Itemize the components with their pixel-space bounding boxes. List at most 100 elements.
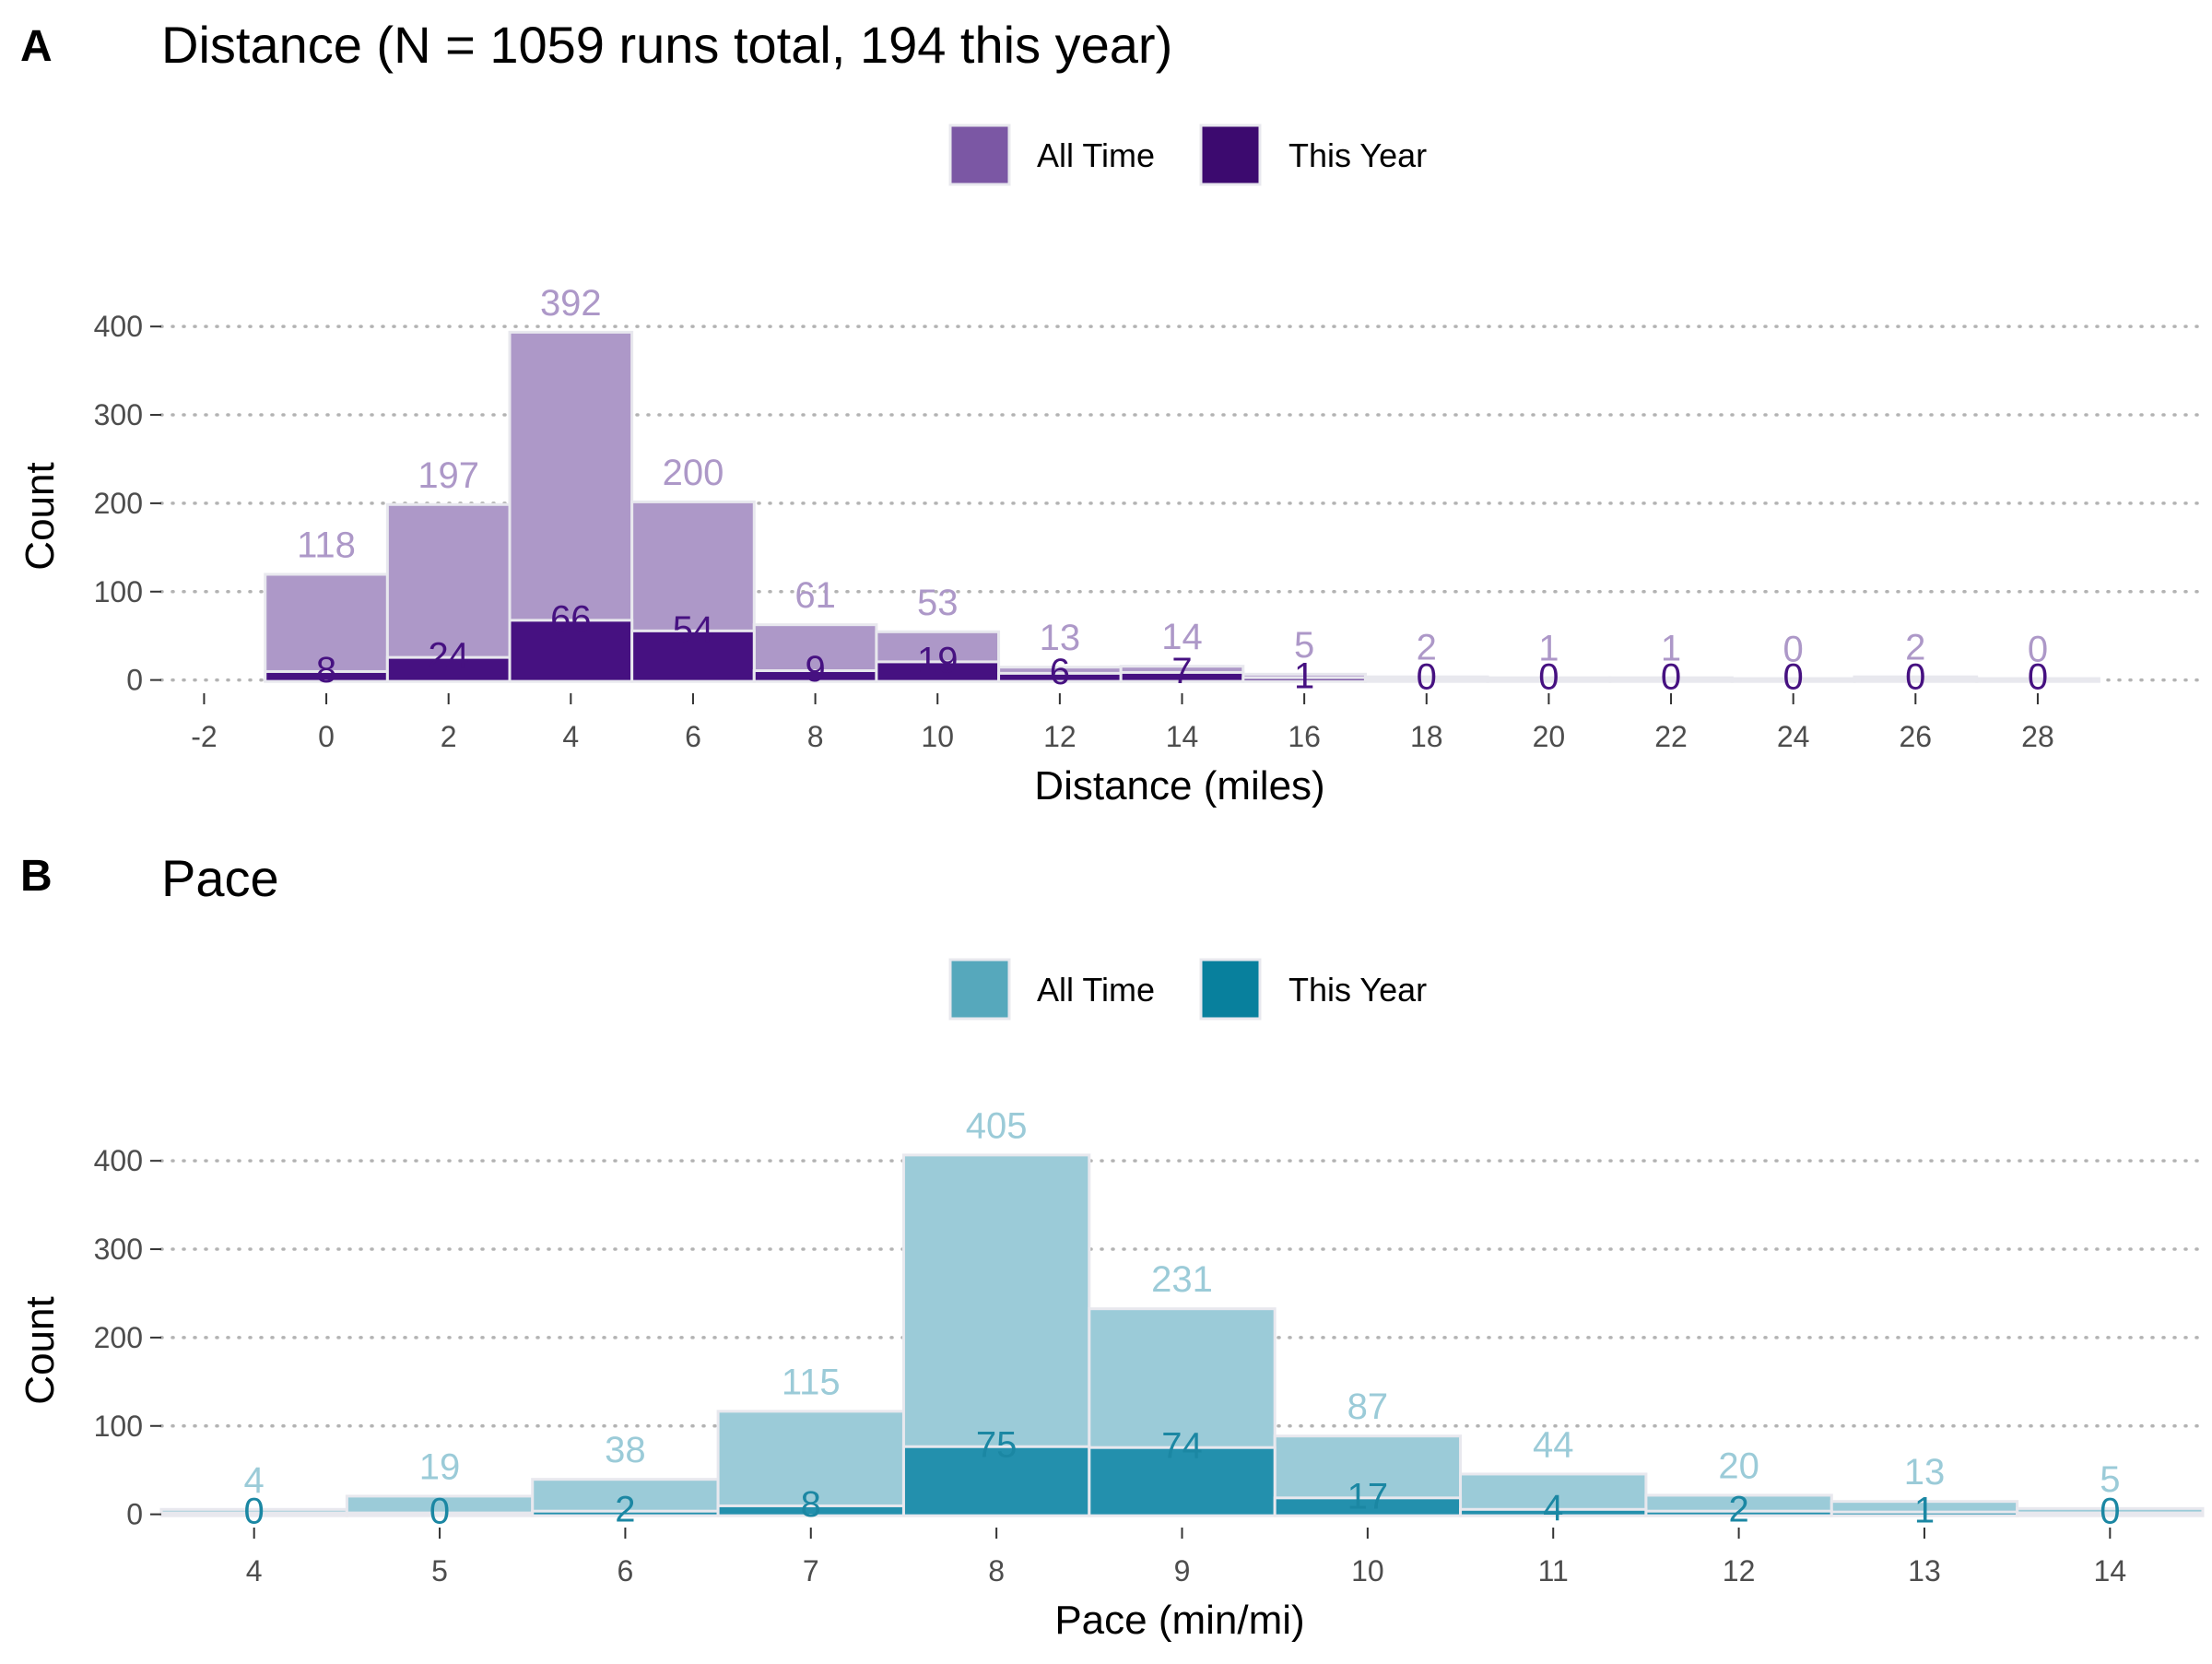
distance-this-year-value-label: 19 <box>917 640 959 680</box>
distance-this-year-bar <box>508 619 634 683</box>
distance-all-time-value-label: 61 <box>794 575 836 616</box>
pace-all-time-value-label: 405 <box>966 1105 1028 1146</box>
distance-all-time-value-label: 53 <box>917 583 959 623</box>
x-tick-label: 24 <box>1777 720 1810 753</box>
y-tick-label: 100 <box>94 575 143 608</box>
distance-this-year-bar <box>630 629 756 683</box>
pace-this-year-value-label: 4 <box>1543 1488 1563 1528</box>
legend-swatch-this-year <box>1199 958 1262 1021</box>
pace-this-year-bars <box>159 1445 2205 1517</box>
distance-this-year-bar <box>875 660 1001 683</box>
x-tick-label: 10 <box>1351 1554 1384 1587</box>
y-tick-label: 200 <box>94 1321 143 1354</box>
distance-all-time-value-label: 118 <box>297 525 356 566</box>
pace-all-time-value-label: 5 <box>2100 1459 2120 1500</box>
pace-this-year-value-label: 1 <box>1914 1491 1935 1531</box>
distance-panel-title: Distance (N = 1059 runs total, 194 this … <box>161 16 1172 74</box>
y-tick-label: 200 <box>94 487 143 520</box>
distance-all-time-value-label: 1 <box>1538 629 1559 669</box>
pace-this-year-bar <box>2016 1511 2205 1517</box>
distance-this-year-value-label: 7 <box>1171 651 1192 691</box>
pace-this-year-bar <box>1088 1446 1277 1517</box>
distance-legend: All Time This Year <box>948 124 1427 186</box>
distance-this-year-value-label: 6 <box>1050 652 1070 692</box>
panel-b-letter: B <box>20 852 53 901</box>
distance-all-time-value-label: 392 <box>540 283 602 324</box>
legend-label-all-time: All Time <box>1037 971 1155 1009</box>
x-tick-label: 8 <box>807 720 824 753</box>
pace-x-axis-title: Pace (min/mi) <box>1054 1598 1304 1643</box>
distance-all-time-value-label: 0 <box>1783 630 1804 670</box>
pace-y-axis: 0 100 200 300 400 <box>94 1144 161 1531</box>
pace-this-year-value-label: 75 <box>976 1425 1018 1466</box>
x-tick-label: 7 <box>803 1554 819 1587</box>
legend-swatch-this-year <box>1199 124 1262 186</box>
distance-all-time-labels: 118 197 392 200 61 53 13 14 5 2 1 1 0 2 0 <box>297 283 2048 670</box>
y-tick-label: 0 <box>126 1498 143 1531</box>
pace-y-axis-title: Count <box>18 1296 63 1404</box>
x-tick-label: 4 <box>562 720 579 753</box>
x-tick-label: 22 <box>1654 720 1688 753</box>
distance-all-time-value-label: 0 <box>2028 630 2048 670</box>
distance-all-time-value-label: 197 <box>418 455 479 496</box>
distance-this-year-bar <box>1975 677 2100 683</box>
x-tick-label: 6 <box>618 1554 634 1587</box>
distance-all-time-bar <box>264 572 389 683</box>
distance-this-year-value-label: 0 <box>2028 657 2048 698</box>
distance-x-axis: -2 0 2 4 6 8 10 12 14 16 18 20 22 24 26 28 <box>191 693 2054 753</box>
pace-this-year-bar <box>1273 1496 1463 1517</box>
distance-panel: A Distance (N = 1059 runs total, 194 thi… <box>18 16 2205 808</box>
distance-x-axis-title: Distance (miles) <box>1034 763 1324 808</box>
y-tick-label: 400 <box>94 310 143 343</box>
pace-this-year-value-label: 2 <box>1728 1490 1748 1530</box>
distance-this-year-value-label: 9 <box>805 649 825 690</box>
pace-all-time-value-label: 115 <box>782 1362 841 1402</box>
x-tick-label: 11 <box>1538 1554 1569 1587</box>
distance-this-year-value-label: 24 <box>428 636 469 677</box>
x-tick-label: 4 <box>246 1554 263 1587</box>
x-tick-label: 14 <box>2094 1554 2127 1587</box>
distance-y-axis: 0 100 200 300 400 <box>94 310 161 697</box>
distance-this-year-value-label: 54 <box>673 609 714 650</box>
x-tick-label: 13 <box>1908 1554 1941 1587</box>
pace-panel-title: Pace <box>161 849 279 907</box>
panel-a-letter: A <box>20 22 53 71</box>
pace-this-year-value-label: 74 <box>1161 1426 1203 1467</box>
distance-all-time-value-label: 1 <box>1661 629 1681 669</box>
distance-this-year-value-label: 0 <box>1538 657 1559 698</box>
distance-all-time-value-label: 5 <box>1294 625 1314 666</box>
pace-all-time-value-label: 19 <box>419 1446 461 1487</box>
x-tick-label: 5 <box>431 1554 448 1587</box>
x-tick-label: 12 <box>1723 1554 1756 1587</box>
pace-x-axis: 4 5 6 7 8 9 10 11 12 13 14 <box>246 1528 2126 1587</box>
distance-all-time-value-label: 13 <box>1040 618 1081 658</box>
pace-this-year-value-label: 0 <box>2100 1492 2120 1532</box>
distance-this-year-value-label: 66 <box>550 598 592 639</box>
y-tick-label: 400 <box>94 1144 143 1177</box>
distance-all-time-value-label: 14 <box>1161 617 1203 657</box>
x-tick-label: 6 <box>685 720 701 753</box>
pace-this-year-value-label: 17 <box>1347 1476 1389 1516</box>
distance-this-year-value-label: 0 <box>1417 657 1437 698</box>
distance-this-year-value-label: 1 <box>1294 656 1314 697</box>
distance-this-year-value-label: 0 <box>1905 657 1925 698</box>
pace-legend: All Time This Year <box>948 958 1427 1021</box>
x-tick-label: 16 <box>1288 720 1321 753</box>
legend-label-this-year: This Year <box>1288 136 1427 174</box>
distance-this-year-value-label: 8 <box>316 650 336 690</box>
x-tick-label: 12 <box>1043 720 1077 753</box>
distance-this-year-bar <box>385 655 512 683</box>
pace-all-time-value-label: 87 <box>1347 1387 1389 1427</box>
pace-all-time-value-label: 231 <box>1151 1259 1213 1300</box>
y-tick-label: 100 <box>94 1410 143 1443</box>
distance-all-time-value-label: 2 <box>1905 628 1925 668</box>
x-tick-label: -2 <box>191 720 217 753</box>
x-tick-label: 8 <box>988 1554 1005 1587</box>
x-tick-label: 14 <box>1166 720 1199 753</box>
x-tick-label: 28 <box>2021 720 2054 753</box>
distance-all-time-value-label: 200 <box>663 453 724 493</box>
x-tick-label: 10 <box>921 720 954 753</box>
